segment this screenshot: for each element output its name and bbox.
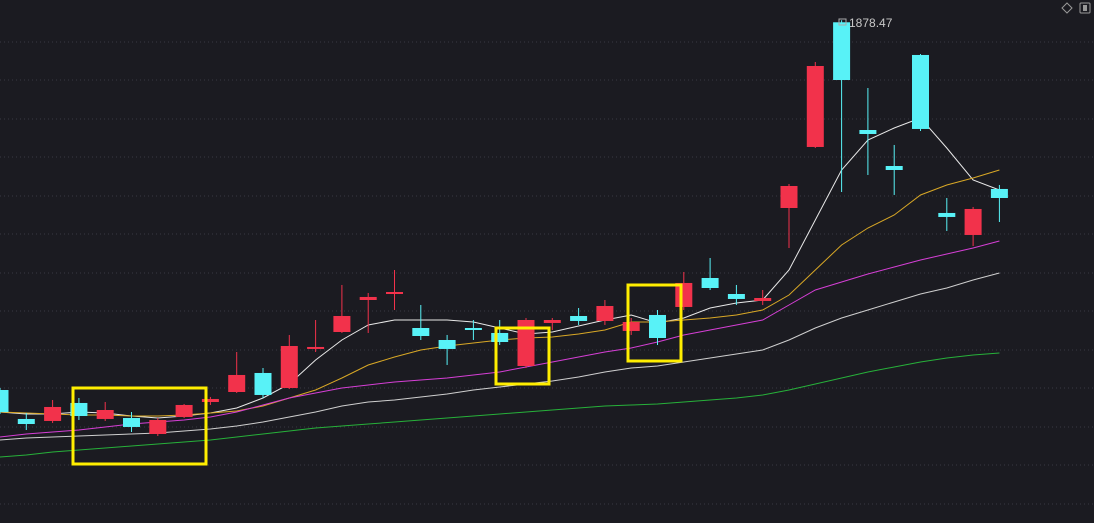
candle-body [307, 346, 325, 349]
candle-body [622, 322, 640, 331]
settings-icon[interactable] [1061, 2, 1073, 14]
candle-body [990, 188, 1008, 199]
candle-body [149, 420, 167, 435]
candle-body [70, 402, 88, 417]
candle-body [964, 208, 982, 235]
candle-body [201, 398, 219, 403]
candle-body [833, 22, 851, 81]
candle-body [675, 282, 693, 307]
candle-body [491, 332, 509, 343]
high-label: 1878.47 [849, 16, 893, 30]
plot-area [0, 20, 1008, 458]
candle-body [596, 306, 614, 321]
window-icon-inner [1083, 5, 1087, 11]
candle-body [96, 410, 114, 419]
highlight-box [494, 326, 551, 386]
highlight-box [71, 386, 208, 466]
candle-body [912, 54, 929, 129]
candle-body [859, 130, 877, 135]
candle-body [123, 418, 140, 427]
candle-body [254, 372, 272, 395]
window-icon[interactable] [1079, 2, 1091, 14]
candle-body [228, 374, 246, 393]
candle-body [727, 294, 745, 299]
candle-body [649, 314, 666, 339]
candle-body [464, 328, 482, 331]
candle-body [0, 390, 9, 413]
candle-body [570, 316, 588, 321]
candle-body [280, 346, 298, 389]
candle-body [806, 66, 824, 147]
candle-body [438, 340, 456, 349]
highlight-box [626, 283, 683, 363]
candle-body [386, 292, 403, 295]
grid [0, 41, 1094, 505]
candle-body [44, 406, 62, 421]
candle-body [543, 320, 561, 323]
candle-body [701, 278, 719, 289]
candle-body [885, 166, 903, 171]
candle-body [780, 186, 798, 209]
candle-body [412, 328, 430, 337]
candle-body [517, 320, 535, 367]
moving-average-line [0, 352, 1000, 458]
moving-average-line [0, 169, 1000, 417]
highlight-boxes [71, 283, 683, 466]
candle-body [754, 298, 772, 301]
candle-body [17, 418, 35, 425]
moving-average-line [0, 272, 1000, 441]
candle-body [359, 296, 377, 301]
moving-average-line [0, 240, 1000, 438]
candle-body [938, 212, 956, 217]
moving-average-line [0, 117, 1000, 419]
candle-body [175, 404, 193, 417]
candle-body [333, 316, 351, 333]
high-marker [838, 18, 847, 26]
